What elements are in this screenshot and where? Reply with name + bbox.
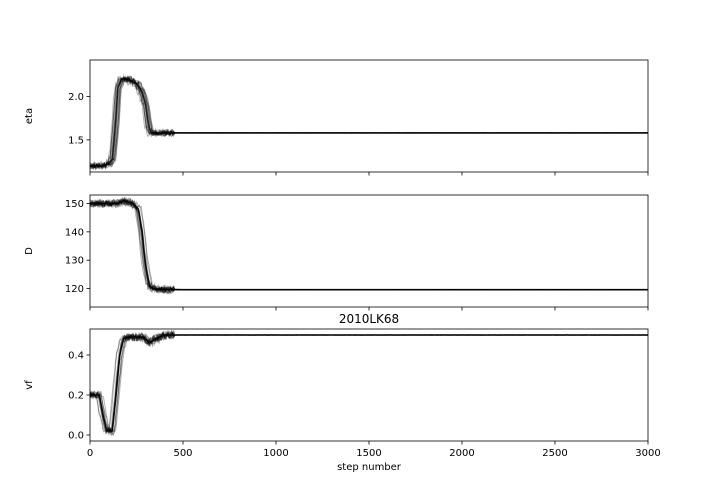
y-tick-label: 0.4: [68, 351, 84, 362]
traces-eta: [89, 73, 649, 171]
y-tick-label: 150: [65, 199, 84, 210]
x-tick-label: 500: [173, 448, 192, 459]
ylabel-D: D: [24, 247, 35, 255]
x-tick-label: 0: [87, 448, 93, 459]
y-ticks-vf: 0.0 0.2 0.4: [68, 351, 90, 442]
median-trace: [90, 199, 648, 291]
y-ticks-D: 120 130 140 150: [65, 199, 90, 295]
panel-vf: 2010LK68 0.0 0.2 0.4 0 500 1000 1500 2000 2500 3…: [24, 312, 661, 459]
xlabel: step number: [337, 462, 402, 473]
x-tick-label: 3000: [635, 448, 660, 459]
panel-eta: 1.5 2.0 eta: [24, 59, 649, 176]
panel-D: 120 130 140 150 D: [24, 194, 649, 311]
x-tick-label: 2500: [542, 448, 567, 459]
ylabel-eta: eta: [24, 108, 35, 124]
chart-title: 2010LK68: [339, 312, 399, 326]
x-tick-label: 1500: [356, 448, 381, 459]
x-ticks-eta: [89, 172, 649, 176]
x-ticks-D: [89, 307, 649, 311]
traces-vf: [89, 328, 649, 437]
y-tick-label: 0.0: [68, 431, 84, 442]
y-tick-label: 120: [65, 284, 84, 295]
y-tick-label: 140: [65, 227, 84, 238]
median-trace: [90, 78, 648, 167]
ylabel-vf: vf: [24, 380, 35, 390]
y-tick-label: 1.5: [68, 135, 84, 146]
traces-D: [89, 196, 649, 296]
y-ticks-eta: 1.5 2.0: [68, 92, 90, 146]
median-trace: [90, 334, 648, 432]
y-tick-label: 130: [65, 256, 84, 267]
y-tick-label: 2.0: [68, 92, 84, 103]
x-tick-label: 2000: [449, 448, 474, 459]
x-ticks-vf: 0 500 1000 1500 2000 2500 3000: [87, 441, 661, 459]
x-tick-label: 1000: [263, 448, 288, 459]
y-tick-label: 0.2: [68, 391, 84, 402]
